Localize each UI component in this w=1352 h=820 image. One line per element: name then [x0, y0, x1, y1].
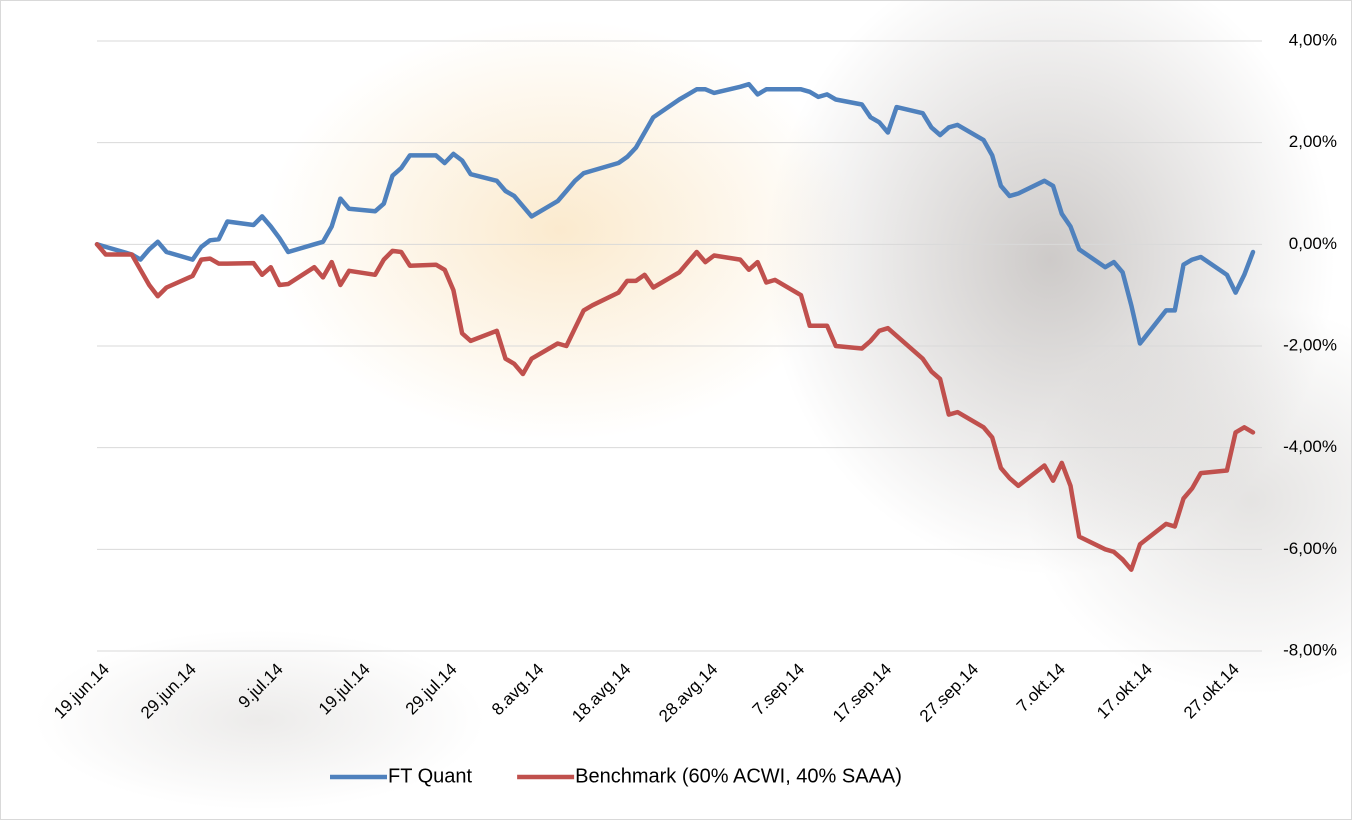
y-tick-label: -6,00% [1283, 539, 1337, 558]
y-tick-label: 2,00% [1289, 132, 1337, 151]
chart-container: 4,00% 2,00% 0,00% -2,00% -4,00% -6,00% -8,00% 1… [0, 0, 1352, 820]
x-tick-label: 17.okt.14 [1093, 660, 1156, 723]
legend-label: Benchmark (60% ACWI, 40% SAAA) [575, 765, 902, 787]
series-line [97, 84, 1253, 343]
series-line [97, 244, 1253, 569]
y-tick-label: -2,00% [1283, 335, 1337, 354]
x-tick-label: 9.jul.14 [235, 660, 287, 712]
y-tick-label: -4,00% [1283, 437, 1337, 456]
x-tick-label: 19.jul.14 [315, 660, 374, 719]
x-tick-label: 19.jun.14 [50, 660, 113, 723]
legend-label: FT Quant [388, 765, 473, 787]
x-tick-label: 7.sep.14 [749, 660, 809, 720]
y-tick-label: -8,00% [1283, 640, 1337, 659]
x-tick-label: 27.okt.14 [1180, 660, 1243, 723]
x-tick-label: 28.avg.14 [655, 660, 721, 726]
x-tick-label: 18.avg.14 [568, 660, 634, 726]
x-tick-label: 7.okt.14 [1013, 660, 1069, 716]
x-tick-label: 29.jul.14 [402, 660, 461, 719]
x-tick-label: 29.jun.14 [137, 660, 200, 723]
x-tick-label: 8.avg.14 [488, 660, 548, 720]
y-tick-label: 0,00% [1289, 234, 1337, 253]
x-tick-label: 17.sep.14 [829, 660, 895, 726]
chart: 4,00% 2,00% 0,00% -2,00% -4,00% -6,00% -8,00% 1… [0, 0, 1352, 820]
y-tick-label: 4,00% [1289, 30, 1337, 49]
x-tick-label: 27.sep.14 [916, 660, 982, 726]
